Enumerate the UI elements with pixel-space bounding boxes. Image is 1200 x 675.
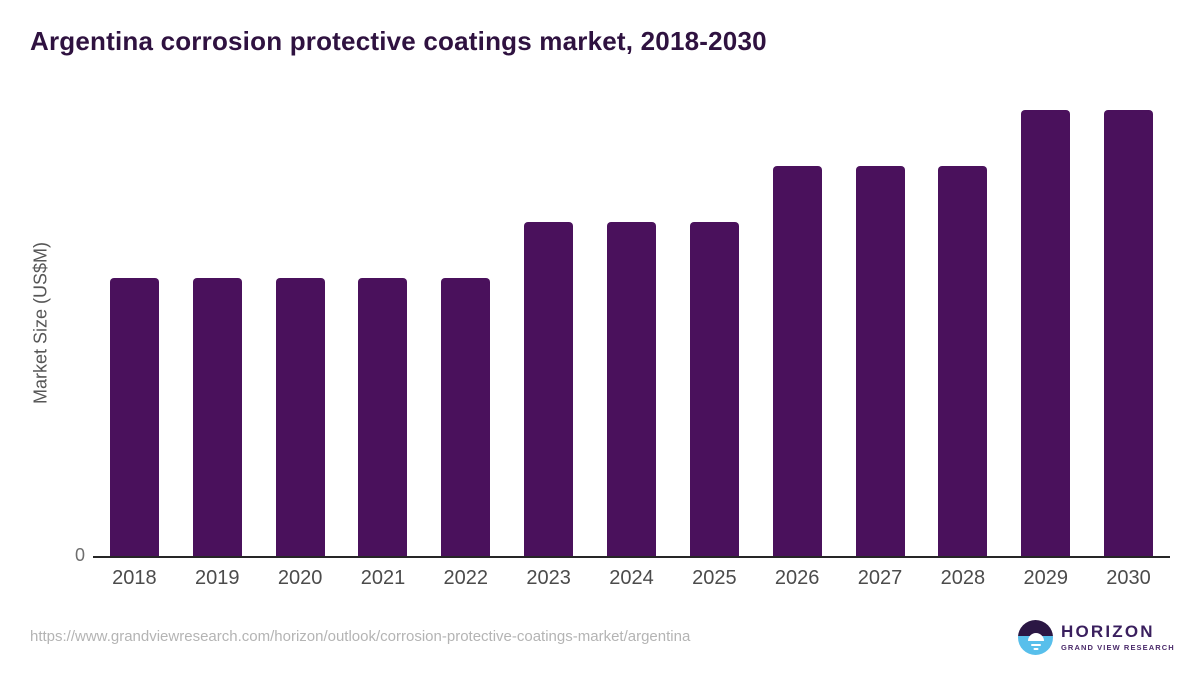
bar-column-2027	[839, 110, 922, 556]
bar-2028	[938, 166, 988, 556]
bar-2021	[358, 278, 408, 556]
bar-column-2021	[342, 110, 425, 556]
bar-2025	[689, 221, 739, 556]
bar-2018	[109, 278, 159, 556]
bar-column-2024	[590, 110, 673, 556]
bar-2030	[1104, 110, 1154, 556]
bar-column-2029	[1004, 110, 1087, 556]
bars-container	[93, 110, 1170, 556]
bar-column-2019	[176, 110, 259, 556]
x-tick-label-2025: 2025	[692, 567, 737, 589]
x-axis-line	[93, 556, 1170, 558]
horizon-logo: HORIZON GRAND VIEW RESEARCH	[1018, 620, 1175, 655]
x-tick-label-2018: 2018	[112, 567, 157, 589]
x-tick-label-2026: 2026	[774, 567, 820, 589]
y-axis-label: Market Size (US$M)	[30, 241, 51, 405]
sun-reflection-line	[1030, 644, 1041, 646]
bar-column-2023	[507, 110, 590, 556]
bar-column-2025	[673, 110, 756, 556]
x-tick-label-2022: 2022	[443, 567, 489, 589]
chart-title: Argentina corrosion protective coatings …	[30, 26, 767, 56]
bar-2026	[772, 166, 822, 556]
sun-reflection-line	[1033, 648, 1038, 650]
bar-column-2022	[424, 110, 507, 556]
x-tick-label-2029: 2029	[1023, 567, 1068, 589]
x-tick-label-2019: 2019	[195, 567, 240, 589]
x-tick-label-2024: 2024	[609, 567, 654, 589]
bar-column-2020	[259, 110, 342, 556]
logo-subtitle: GRAND VIEW RESEARCH	[1061, 643, 1175, 652]
x-tick-label-2027: 2027	[857, 567, 903, 589]
bar-column-2026	[756, 110, 839, 556]
bar-2027	[855, 166, 905, 556]
bar-2023	[524, 221, 574, 556]
bar-2022	[441, 278, 491, 556]
bar-column-2030	[1087, 110, 1170, 556]
x-tick-label-2020: 2020	[277, 567, 323, 589]
source-url: https://www.grandviewresearch.com/horizo…	[30, 628, 691, 645]
bar-column-2018	[93, 110, 176, 556]
horizon-sun-icon	[1018, 620, 1053, 655]
x-tick-label-2021: 2021	[360, 567, 406, 589]
x-axis-labels: 2018 2019 2020 2021 2022 2023 2024 2025 2026 2027…	[93, 567, 1170, 590]
x-tick-label-2023: 2023	[526, 567, 571, 589]
bar-2024	[606, 221, 656, 556]
sun-glyph	[1027, 633, 1044, 641]
bar-2019	[192, 278, 242, 556]
logo-title: HORIZON	[1061, 622, 1155, 641]
x-tick-label-2028: 2028	[940, 567, 986, 589]
bar-column-2028	[921, 110, 1004, 556]
bar-2020	[275, 278, 325, 556]
x-tick-label-2030: 2030	[1106, 567, 1151, 589]
logo-text: HORIZON GRAND VIEW RESEARCH	[1061, 623, 1175, 652]
y-axis-tick-zero: 0	[74, 545, 85, 565]
bar-2029	[1021, 110, 1071, 556]
